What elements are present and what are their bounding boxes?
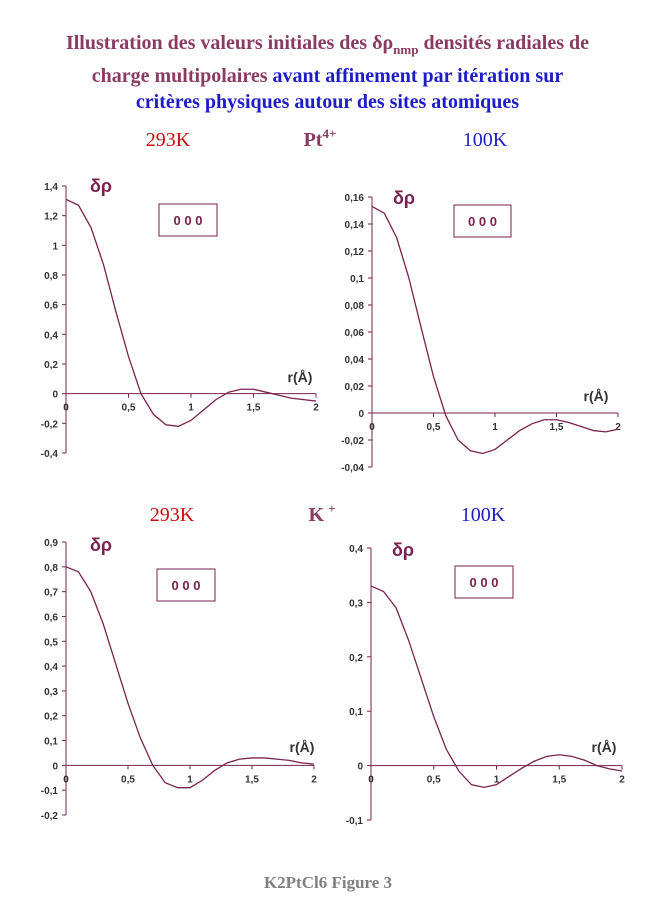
y-tick-label: 0,2 xyxy=(44,712,58,723)
annotation-box xyxy=(453,204,512,238)
x-axis-label: r(Å) xyxy=(290,739,315,755)
y-tick-label: 0,8 xyxy=(44,271,58,282)
annotation: 0 0 0 xyxy=(172,578,201,593)
y-tick-label: 0,06 xyxy=(345,328,365,339)
curve xyxy=(65,198,317,427)
y-tick-label: 0,04 xyxy=(345,355,365,366)
y-tick-label: -0,1 xyxy=(41,786,59,797)
chart-subtitle: 293K xyxy=(150,504,195,526)
y-tick-label: 0,7 xyxy=(44,588,58,599)
chart-subtitle: 100K xyxy=(461,504,506,526)
chart-subtitle: 100K xyxy=(463,129,508,151)
y-tick-label: 0,4 xyxy=(44,330,58,341)
x-tick-label: 1,5 xyxy=(247,403,261,414)
y-tick-label: -0,04 xyxy=(341,463,364,474)
y-tick-label: 0,3 xyxy=(44,687,58,698)
annotation: 0 0 0 xyxy=(470,575,499,590)
annotation-box xyxy=(158,203,218,237)
title-text: charge multipolaires xyxy=(91,65,268,87)
y-tick-label: 0,9 xyxy=(44,538,58,549)
curve xyxy=(371,205,619,455)
y-tick-label: 0,4 xyxy=(44,662,58,673)
y-tick-label: 0,3 xyxy=(349,598,363,609)
x-tick-label: 1,5 xyxy=(550,422,564,433)
y-tick-label: 0,1 xyxy=(44,737,58,748)
y-tick-label: 0 xyxy=(52,761,58,772)
y-tick-label: 0,5 xyxy=(44,637,58,648)
y-tick-label: 0 xyxy=(357,762,363,773)
x-tick-label: 2 xyxy=(619,775,625,786)
title-text: avant affinement par itération sur xyxy=(272,65,564,87)
y-tick-label: 0,12 xyxy=(345,247,365,258)
x-tick-label: 0 xyxy=(63,403,69,414)
section-label: Pt4+ xyxy=(304,126,337,151)
y-tick-label: 0,02 xyxy=(345,382,365,393)
x-tick-label: 2 xyxy=(311,774,317,785)
y-axis-label: δρ xyxy=(90,176,112,196)
y-axis-label: δρ xyxy=(393,188,415,208)
x-tick-label: 0 xyxy=(369,422,375,433)
x-tick-label: 2 xyxy=(313,403,319,414)
y-tick-label: 0 xyxy=(52,390,58,401)
title-text: densités radiales de xyxy=(423,32,590,54)
atom: K xyxy=(309,504,325,526)
curve xyxy=(65,566,315,789)
title: Illustration des valeurs initiales des δ… xyxy=(0,30,655,115)
annotation: 0 0 0 xyxy=(468,214,497,229)
x-tick-label: 0,5 xyxy=(121,774,135,785)
y-tick-label: -0,1 xyxy=(346,816,364,827)
y-tick-label: 1,2 xyxy=(44,212,58,223)
y-tick-label: -0,02 xyxy=(341,436,364,447)
charge: 4+ xyxy=(322,126,336,141)
curve xyxy=(370,585,623,789)
x-tick-label: 0,5 xyxy=(427,775,441,786)
x-tick-label: 1,5 xyxy=(245,774,259,785)
x-tick-label: 0 xyxy=(63,774,69,785)
y-tick-label: -0,2 xyxy=(41,419,59,430)
y-tick-label: 0,6 xyxy=(44,612,58,623)
y-tick-label: -0,2 xyxy=(41,811,59,822)
y-tick-label: 0 xyxy=(358,409,364,420)
y-axis-label: δρ xyxy=(90,535,112,555)
x-tick-label: 2 xyxy=(615,422,621,433)
y-tick-label: 0,6 xyxy=(44,301,58,312)
annotation-box xyxy=(454,565,514,599)
x-axis-label: r(Å) xyxy=(592,739,617,755)
y-tick-label: 0,2 xyxy=(44,360,58,371)
x-axis-label: r(Å) xyxy=(584,388,609,404)
y-tick-label: 0,2 xyxy=(349,653,363,664)
section-label: K + xyxy=(309,501,336,526)
x-tick-label: 0,5 xyxy=(427,422,441,433)
y-tick-label: 1 xyxy=(52,241,58,252)
x-tick-label: 0,5 xyxy=(122,403,136,414)
y-tick-label: 0,08 xyxy=(345,301,365,312)
y-tick-label: -0,4 xyxy=(41,449,59,460)
annotation: 0 0 0 xyxy=(174,213,203,228)
x-tick-label: 1,5 xyxy=(552,775,566,786)
x-axis-label: r(Å) xyxy=(288,369,313,385)
chart-subtitle: 293K xyxy=(146,129,191,151)
annotation-box xyxy=(156,568,216,602)
title-text: Illustration des valeurs initiales des δ… xyxy=(65,32,394,54)
y-tick-label: 0,14 xyxy=(345,220,365,231)
title-text: critères physiques autour des sites atom… xyxy=(135,91,520,113)
title-subscript: nmp xyxy=(393,42,419,57)
y-tick-label: 0,4 xyxy=(349,544,363,555)
x-tick-label: 0 xyxy=(368,775,374,786)
footer: K2PtCl6 Figure 3 xyxy=(264,873,392,892)
x-tick-label: 1 xyxy=(187,774,193,785)
y-tick-label: 0,16 xyxy=(345,193,365,204)
atom: Pt xyxy=(304,129,323,151)
x-tick-label: 1 xyxy=(492,422,498,433)
x-tick-label: 1 xyxy=(494,775,500,786)
y-tick-label: 0,1 xyxy=(350,274,364,285)
x-tick-label: 1 xyxy=(188,403,194,414)
charge: + xyxy=(328,501,335,516)
y-axis-label: δρ xyxy=(392,540,414,560)
y-tick-label: 1,4 xyxy=(44,182,58,193)
y-tick-label: 0,1 xyxy=(349,707,363,718)
y-tick-label: 0,8 xyxy=(44,563,58,574)
